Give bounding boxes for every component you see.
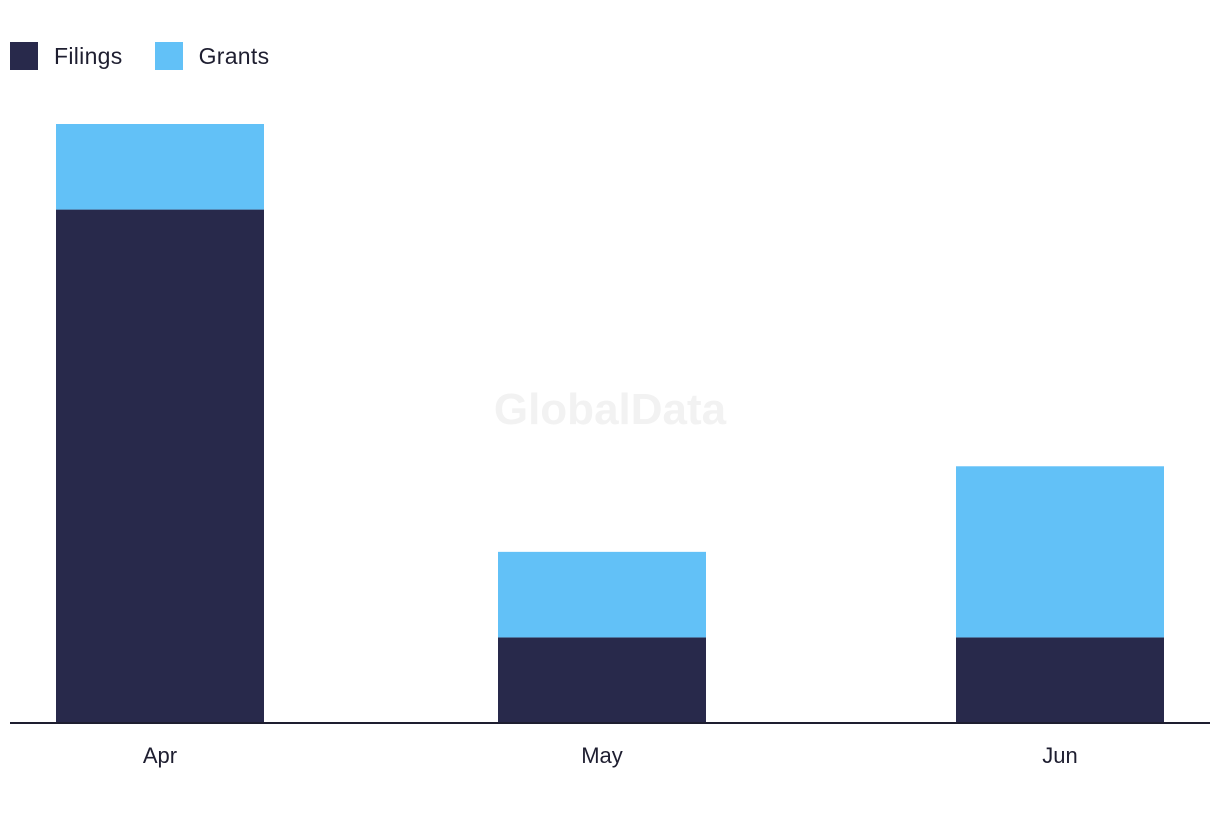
legend-item-grants: Grants	[154, 42, 270, 70]
bar-filings-jun	[956, 637, 1164, 723]
legend-label-filings: Filings	[54, 42, 123, 69]
bar-filings-may	[498, 637, 706, 723]
legend-label-grants: Grants	[198, 42, 270, 69]
bar-filings-apr	[56, 209, 264, 724]
bar-grants-jun	[956, 466, 1164, 638]
bar-grants-may	[498, 551, 706, 638]
x-tick-label-may: May	[581, 743, 623, 768]
bar-grants-apr	[56, 124, 264, 210]
legend: Filings Grants	[10, 42, 301, 70]
x-tick-label-apr: Apr	[143, 743, 177, 768]
legend-swatch-filings	[10, 42, 38, 70]
legend-swatch-grants	[154, 42, 183, 70]
legend-item-filings: Filings	[10, 42, 123, 70]
x-tick-label-jun: Jun	[1042, 743, 1077, 768]
